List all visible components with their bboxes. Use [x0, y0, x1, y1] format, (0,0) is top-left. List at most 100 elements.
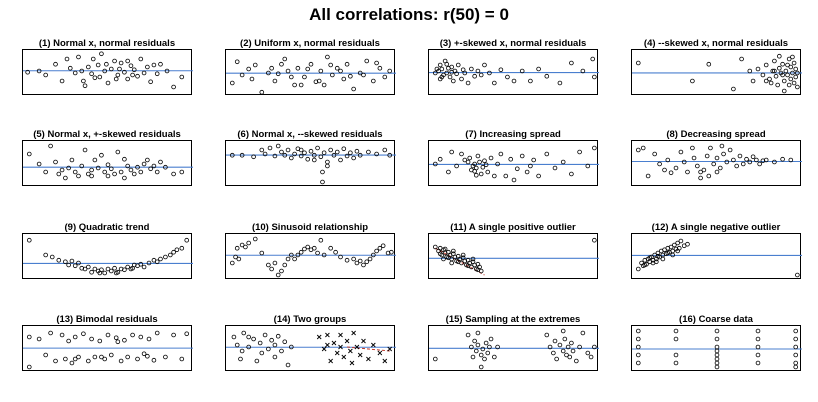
data-point [511, 177, 517, 183]
data-point [49, 254, 55, 260]
data-point [377, 245, 383, 251]
data-point [544, 332, 550, 338]
data-point [374, 151, 379, 157]
data-point [243, 244, 248, 250]
data-point [163, 254, 168, 260]
data-point [760, 72, 766, 78]
data-point [234, 245, 240, 251]
data-point [102, 270, 108, 276]
data-point [793, 66, 799, 72]
data-point [498, 151, 504, 157]
data-point [43, 352, 48, 358]
data-point [781, 78, 787, 84]
data-point [282, 56, 288, 62]
data-point [138, 169, 144, 175]
data-point [25, 69, 30, 75]
data-point [590, 56, 596, 62]
data-point [475, 342, 481, 348]
data-point [387, 152, 393, 158]
data-point [459, 151, 464, 157]
data-point [681, 159, 687, 165]
data-point [325, 163, 330, 169]
data-point [97, 270, 103, 276]
data-point [361, 262, 366, 268]
panel-plot-area [632, 53, 802, 94]
data-point [714, 336, 720, 342]
data-point [740, 161, 746, 167]
data-point [460, 252, 466, 258]
data-point [473, 348, 479, 354]
data-point [145, 64, 150, 70]
data-point [325, 159, 330, 165]
data-point [560, 348, 566, 354]
data-point [262, 151, 268, 157]
data-point [793, 360, 799, 366]
data-point [755, 66, 761, 72]
data-point [72, 70, 78, 76]
data-point [574, 358, 579, 364]
data-point [770, 68, 776, 74]
data-point [66, 165, 71, 171]
data-point [125, 264, 130, 270]
data-point [478, 352, 484, 358]
data-point [791, 80, 797, 86]
data-point [665, 250, 671, 256]
data-point [251, 154, 256, 160]
data-point [451, 78, 456, 84]
data-point [95, 165, 101, 171]
data-point [357, 70, 363, 76]
data-point [86, 358, 91, 364]
data-point-cross [338, 332, 343, 338]
data-point [76, 260, 81, 266]
data-point [655, 250, 661, 256]
data-point [673, 360, 679, 366]
panel-title: (15) Sampling at the extremes [445, 314, 581, 325]
data-point [179, 245, 185, 251]
data-point [320, 169, 325, 175]
data-point [783, 68, 789, 74]
data-point [108, 166, 114, 172]
data-point-cross [334, 350, 340, 356]
data-point [690, 145, 695, 151]
data-point [455, 259, 461, 265]
data-point [53, 358, 58, 364]
data-point [785, 72, 790, 78]
data-point [171, 171, 176, 177]
data-point [485, 169, 491, 175]
data-point [470, 256, 476, 262]
panel-plot-area [429, 56, 599, 86]
data-point [257, 340, 263, 346]
data-point [148, 166, 153, 172]
data-point [472, 168, 477, 174]
data-point [318, 237, 324, 243]
data-point [750, 154, 756, 160]
data-point [514, 166, 520, 172]
data-point [562, 336, 568, 342]
data-point [295, 252, 301, 258]
panel-title: (14) Two groups [273, 314, 347, 325]
data-point [179, 74, 185, 80]
data-point [89, 336, 94, 342]
data-point [59, 78, 65, 84]
data-point [371, 78, 376, 84]
data-point [82, 83, 88, 89]
data-point [338, 68, 343, 74]
data-point [698, 169, 703, 175]
panel-plot-frame [22, 325, 193, 371]
data-point [755, 344, 761, 350]
data-point [786, 82, 792, 88]
data-point [262, 332, 268, 338]
data-point [289, 74, 294, 80]
data-point [259, 250, 265, 256]
data-point [640, 145, 646, 151]
data-point [259, 89, 265, 95]
data-point [791, 60, 797, 66]
data-point [59, 332, 65, 338]
data-point [714, 364, 720, 370]
data-point [26, 151, 32, 157]
panel-plot-frame [428, 49, 599, 95]
data-point [246, 334, 251, 340]
data-point [48, 143, 53, 149]
data-point [272, 354, 278, 360]
data-point [53, 61, 58, 67]
